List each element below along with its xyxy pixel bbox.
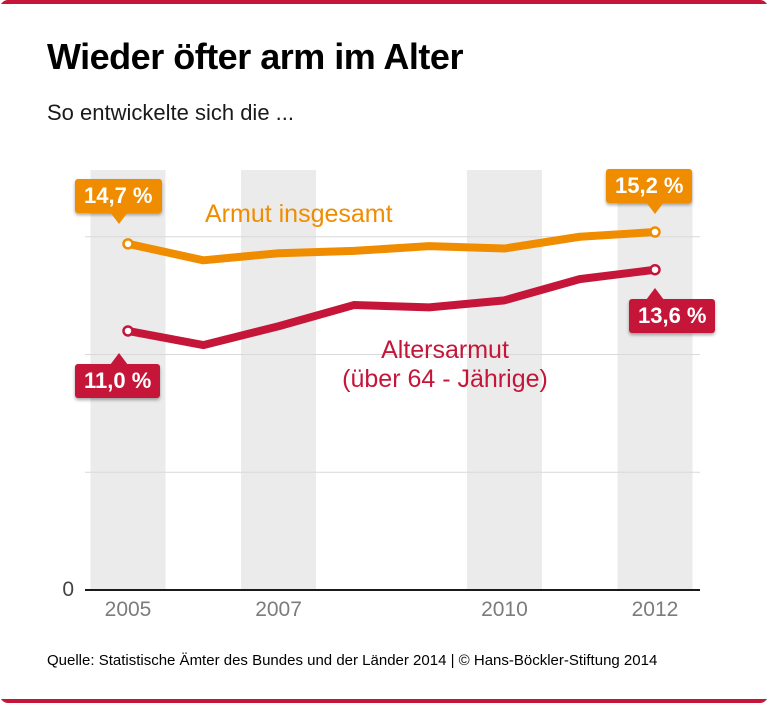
x-tick-label: 2007 — [255, 598, 302, 621]
year-band — [466, 170, 542, 590]
callout-total-2012: 15,2 % — [605, 169, 693, 215]
x-tick-label: 2010 — [481, 598, 528, 621]
callout-pointer-down-icon — [110, 211, 128, 224]
page-title: Wieder öfter arm im Alter — [47, 36, 463, 77]
callout-elderly-2005: 11,0 % — [75, 352, 161, 398]
callout-elderly-2012: 13,6 % — [628, 287, 716, 333]
bottom-accent-bar — [0, 699, 768, 703]
data-point-marker — [649, 226, 661, 238]
year-band — [617, 170, 693, 590]
data-point-marker — [122, 238, 134, 250]
series-line-red — [124, 265, 659, 350]
data-point-marker — [649, 263, 661, 276]
top-accent-bar — [0, 0, 768, 4]
callout-pointer-up-icon — [645, 287, 664, 300]
series-line-orange — [124, 228, 659, 265]
source-credit: Quelle: Statistische Ämter des Bundes un… — [47, 652, 658, 669]
callout-label: 11,0 % — [84, 367, 152, 393]
x-tick-label: 2012 — [631, 598, 679, 621]
x-tick-label: 2005 — [104, 598, 152, 621]
callout-total-2005: 14,7 % — [75, 178, 162, 224]
series-label-altersarmut: Altersarmut (über 64 - Jährige) — [300, 336, 590, 394]
y-axis-zero-label: 0 — [62, 578, 74, 601]
series-label-armut-insgesamt: Armut insgesamt — [205, 200, 393, 228]
callout-label: 15,2 % — [614, 173, 684, 199]
data-point-marker — [122, 325, 134, 337]
series-label-line-1: Altersarmut — [381, 336, 509, 364]
subtitle: So entwickelte sich die ... — [47, 100, 295, 125]
series-label-line-2: (über 64 - Jährige) — [342, 365, 548, 393]
callout-pointer-up-icon — [110, 352, 128, 365]
callout-label: 14,7 % — [84, 182, 153, 208]
callout-label: 13,6 % — [637, 302, 707, 328]
callout-pointer-down-icon — [645, 202, 664, 215]
year-band — [241, 170, 317, 590]
